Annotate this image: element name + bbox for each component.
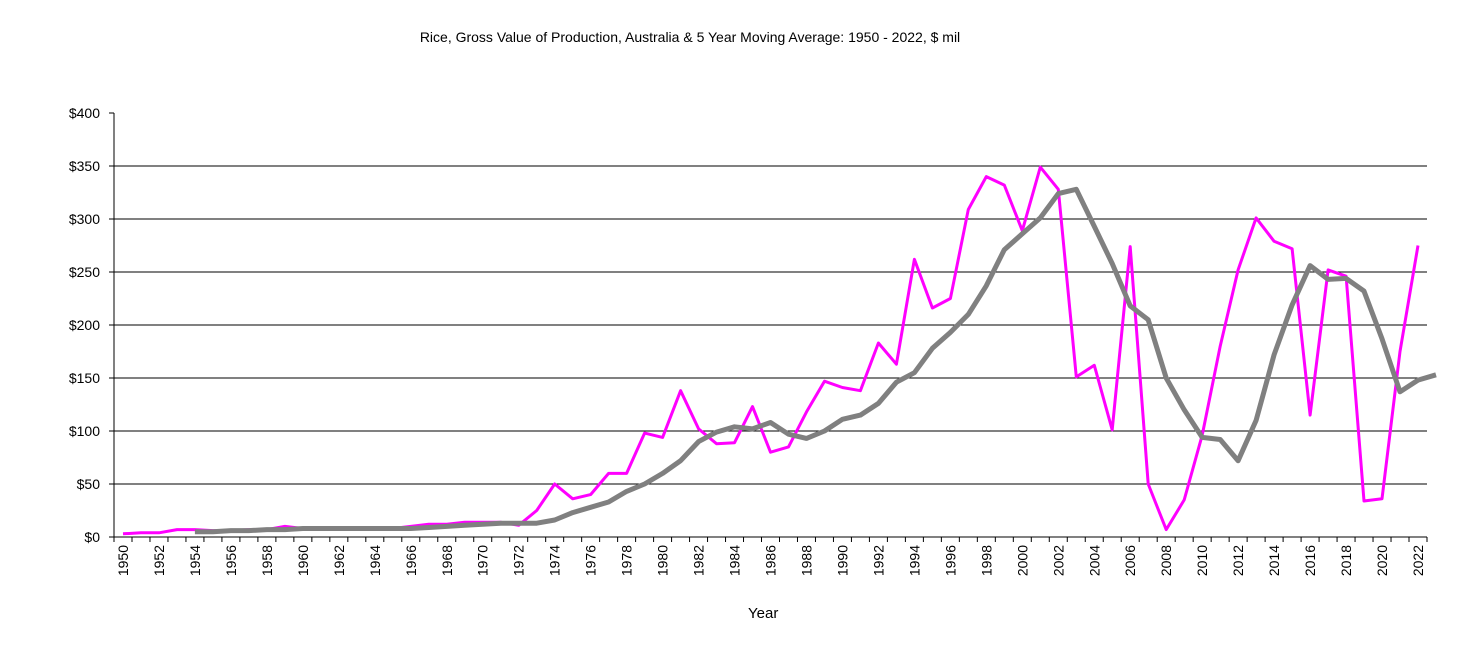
x-tick-label: 1954	[187, 545, 203, 576]
x-tick-label: 2016	[1302, 545, 1318, 576]
y-tick-label: $0	[84, 529, 100, 545]
y-tick-label: $400	[69, 105, 100, 121]
x-tick-label: 1990	[834, 545, 850, 576]
x-tick-label: 1952	[151, 545, 167, 576]
x-tick-label: 1980	[655, 545, 671, 576]
y-tick-label: $100	[69, 423, 100, 439]
x-tick-label: 1962	[331, 545, 347, 576]
x-tick-label: 2022	[1410, 545, 1426, 576]
x-tick-label: 1964	[367, 545, 383, 576]
x-tick-label: 1950	[115, 545, 131, 576]
x-tick-label: 1958	[259, 545, 275, 576]
x-tick-label: 2018	[1338, 545, 1354, 576]
x-tick-label: 1960	[295, 545, 311, 576]
x-tick-label: 1968	[439, 545, 455, 576]
x-tick-label: 1976	[583, 545, 599, 576]
x-tick-label: 2004	[1086, 545, 1102, 576]
x-tick-label: 2020	[1374, 545, 1390, 576]
y-tick-label: $50	[77, 476, 101, 492]
y-tick-label: $200	[69, 317, 100, 333]
x-tick-label: 2010	[1194, 545, 1210, 576]
x-tick-label: 1988	[798, 545, 814, 576]
x-tick-label: 2006	[1122, 545, 1138, 576]
x-tick-label: 1998	[978, 545, 994, 576]
y-axis-ticks: $0 $50 $100 $150 $200 $250 $300 $350 $400	[69, 105, 114, 545]
x-tick-label: 1978	[619, 545, 635, 576]
x-tick-label: 2012	[1230, 545, 1246, 576]
x-tick-label: 2014	[1266, 545, 1282, 576]
x-tick-label: 1974	[547, 545, 563, 576]
x-tick-label: 1992	[870, 545, 886, 576]
x-tick-label: 1966	[403, 545, 419, 576]
x-tick-label: 1972	[511, 545, 527, 576]
y-tick-label: $300	[69, 211, 100, 227]
y-tick-label: $350	[69, 158, 100, 174]
series-line-gross-value	[122, 165, 1420, 536]
y-tick-label: $150	[69, 370, 100, 386]
gridlines	[114, 165, 1427, 485]
x-tick-label: 2008	[1158, 545, 1174, 576]
series-lines	[122, 165, 1437, 536]
x-tick-label: 1984	[727, 545, 743, 576]
x-axis-label: Year	[748, 605, 779, 622]
x-tick-label: 1996	[942, 545, 958, 576]
x-axis-ticks: 1950 1952 1954 1956 1958 1960 1962 1964 1966 1968…	[113, 537, 1428, 576]
x-tick-label: 2002	[1050, 545, 1066, 576]
x-tick-label: 1986	[763, 545, 779, 576]
y-tick-label: $250	[69, 264, 100, 280]
series-line-moving-average	[194, 186, 1437, 535]
x-tick-label: 1982	[691, 545, 707, 576]
x-tick-label: 1970	[475, 545, 491, 576]
x-tick-label: 2000	[1014, 545, 1030, 576]
chart-title: Rice, Gross Value of Production, Austral…	[419, 29, 961, 45]
x-tick-label: 1956	[223, 545, 239, 576]
x-tick-label: 1994	[906, 545, 922, 576]
